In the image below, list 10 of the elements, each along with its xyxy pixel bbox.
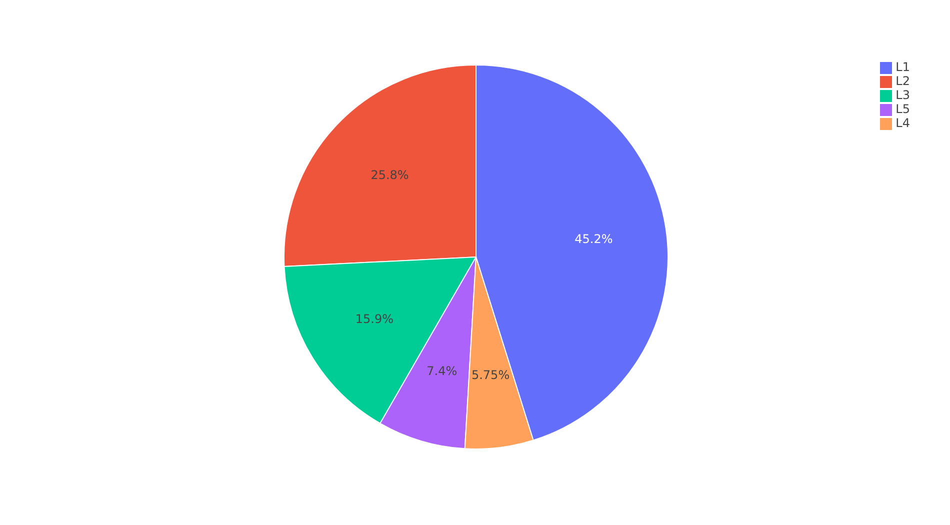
- legend-label: L2: [896, 74, 910, 88]
- data-label: 5.75%: [471, 368, 510, 382]
- data-label: 45.2%: [574, 232, 613, 246]
- legend-label: L5: [896, 102, 910, 116]
- legend-label: L1: [896, 60, 910, 74]
- legend-label: L3: [896, 88, 910, 102]
- data-label: 25.8%: [370, 168, 409, 182]
- data-label: 7.4%: [426, 364, 458, 378]
- legend-label: L4: [896, 116, 910, 130]
- data-label: 15.9%: [355, 312, 394, 326]
